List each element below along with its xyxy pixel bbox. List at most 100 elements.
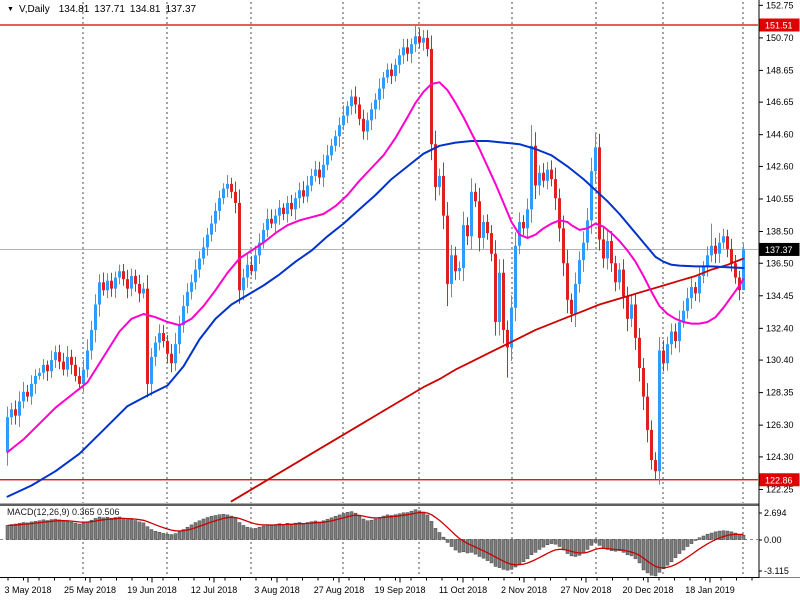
price-axis-label: 146.65	[766, 97, 794, 107]
chevron-down-icon[interactable]: ▼	[7, 6, 14, 13]
candle-body	[422, 37, 425, 43]
macd-bar	[701, 535, 706, 540]
candle-body	[638, 337, 641, 369]
macd-bar	[369, 519, 374, 540]
macd-bar	[389, 515, 394, 540]
candle-body	[498, 272, 501, 322]
candle-body	[282, 207, 285, 215]
candle-body	[130, 275, 133, 289]
current-price-badge-bg	[759, 242, 800, 256]
macd-bar	[237, 522, 242, 540]
fast-ma-line	[6, 81, 745, 454]
macd-bar	[605, 539, 610, 550]
macd-bar	[293, 522, 298, 540]
macd-bar	[73, 522, 78, 540]
price-axis-label: 130.40	[766, 355, 794, 365]
macd-bar	[689, 539, 694, 544]
macd-bar	[601, 539, 606, 549]
candle-body	[186, 291, 189, 307]
macd-bar	[249, 528, 254, 540]
macd-bar	[257, 526, 262, 540]
macd-bar	[289, 523, 294, 540]
candle-body	[206, 234, 209, 248]
candle-body	[274, 215, 277, 224]
candle-body	[6, 417, 9, 453]
candle-body	[706, 255, 709, 267]
candle-body	[526, 209, 529, 229]
time-axis[interactable]: 3 May 2018 25 May 2018 19 Jun 2018 12 Jul 2…	[0, 577, 800, 600]
candle-body	[14, 409, 17, 416]
candle-body	[334, 136, 337, 146]
candle-body	[154, 342, 157, 357]
price-axis[interactable]: 152.75 150.70 148.65 146.65 144.60 142.60 140.…	[758, 0, 800, 578]
macd-bar	[549, 539, 554, 544]
current-price-badge-text: 137.37	[765, 245, 793, 255]
macd-bar	[505, 539, 510, 571]
candle-body	[246, 264, 249, 278]
price-axis-label: 152.75	[766, 0, 794, 10]
price-axis-label: 122.25	[766, 484, 794, 494]
candle-body	[506, 329, 509, 348]
macd-axis-label: 0.00	[764, 535, 782, 545]
price-axis-label: 136.50	[766, 258, 794, 268]
macd-bar	[373, 518, 378, 540]
candle-body	[458, 268, 461, 272]
macd-bar	[209, 516, 214, 540]
macd-bar	[417, 510, 422, 540]
macd-bar	[165, 533, 170, 540]
candle-body	[46, 364, 49, 372]
candle-body	[218, 198, 221, 211]
candle-body	[350, 96, 353, 107]
candle-body	[166, 341, 169, 354]
macd-bar	[489, 539, 494, 564]
macd-bar	[269, 525, 274, 540]
candle-body	[330, 145, 333, 156]
macd-bar	[441, 536, 446, 540]
macd-bar	[69, 521, 74, 540]
macd-bar	[493, 539, 498, 567]
macd-bar	[529, 539, 534, 555]
candle-body	[38, 372, 41, 376]
resistance-price-badge-text: 151.51	[765, 21, 793, 31]
candle-body	[678, 321, 681, 342]
macd-bar	[21, 522, 26, 540]
macd-bar	[353, 512, 358, 540]
macd-bar	[409, 510, 414, 540]
candle-body	[242, 277, 245, 291]
price-axis-label: 144.60	[766, 130, 794, 140]
macd-bar	[205, 517, 210, 540]
resistance-price-badge: 151.51	[759, 18, 800, 32]
candle-body	[194, 269, 197, 283]
ohlc-open: 134.81	[58, 4, 90, 15]
macd-bar	[61, 520, 66, 540]
macd-bar	[173, 533, 178, 540]
macd-bar	[617, 539, 622, 551]
macd-bar	[593, 539, 598, 543]
macd-bar	[661, 539, 666, 570]
resistance-price-badge-bg	[759, 18, 800, 32]
time-axis-label: 2 Nov 2018	[501, 585, 547, 595]
macd-bar	[113, 517, 118, 540]
macd-bar	[497, 539, 502, 568]
time-axis-label: 3 Aug 2018	[254, 585, 300, 595]
candle-body	[374, 99, 377, 110]
candle-body	[150, 356, 153, 384]
macd-bar	[377, 517, 382, 540]
candle-body	[306, 185, 309, 197]
macd-bar	[17, 523, 22, 540]
macd-bar	[673, 539, 678, 558]
candle-body	[10, 409, 13, 418]
candle-body	[454, 255, 457, 272]
macd-bar	[405, 512, 410, 540]
macd-bar	[337, 514, 342, 540]
candle-body	[510, 307, 513, 348]
macd-bar	[645, 539, 650, 574]
candle-body	[110, 280, 113, 289]
macd-bar	[521, 539, 526, 562]
ohlc-high: 137.71	[94, 4, 125, 15]
price-axis-label: 148.65	[766, 65, 794, 75]
macd-bar	[629, 539, 634, 557]
macd-bar	[517, 539, 522, 565]
